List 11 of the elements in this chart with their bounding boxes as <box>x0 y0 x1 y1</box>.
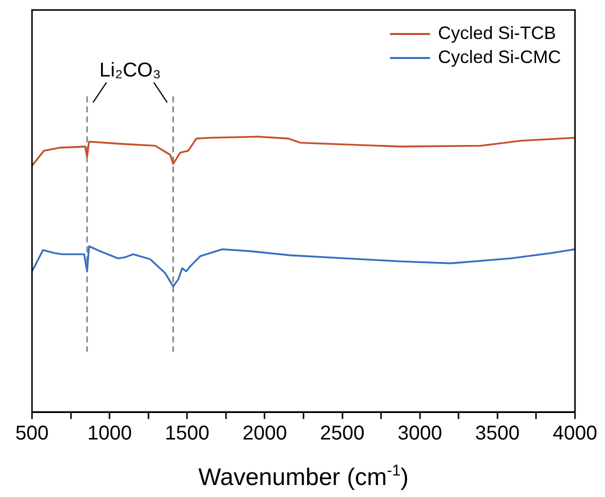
x-tick-label: 2000 <box>242 422 287 445</box>
x-tick-label: 4000 <box>552 422 598 445</box>
x-tick-label: 3000 <box>398 422 442 445</box>
x-tick-label: 1000 <box>87 422 132 445</box>
text: Li₂CO₃ <box>99 59 161 82</box>
legend-label: Cycled Si-TCB <box>438 22 556 43</box>
x-tick-label: 500 <box>15 422 49 445</box>
x-tick-label: 1500 <box>164 422 210 445</box>
x-tick-label: 3500 <box>475 422 520 445</box>
x-tick-label: 2500 <box>320 422 365 445</box>
legend-label: Cycled Si-CMC <box>438 46 562 67</box>
